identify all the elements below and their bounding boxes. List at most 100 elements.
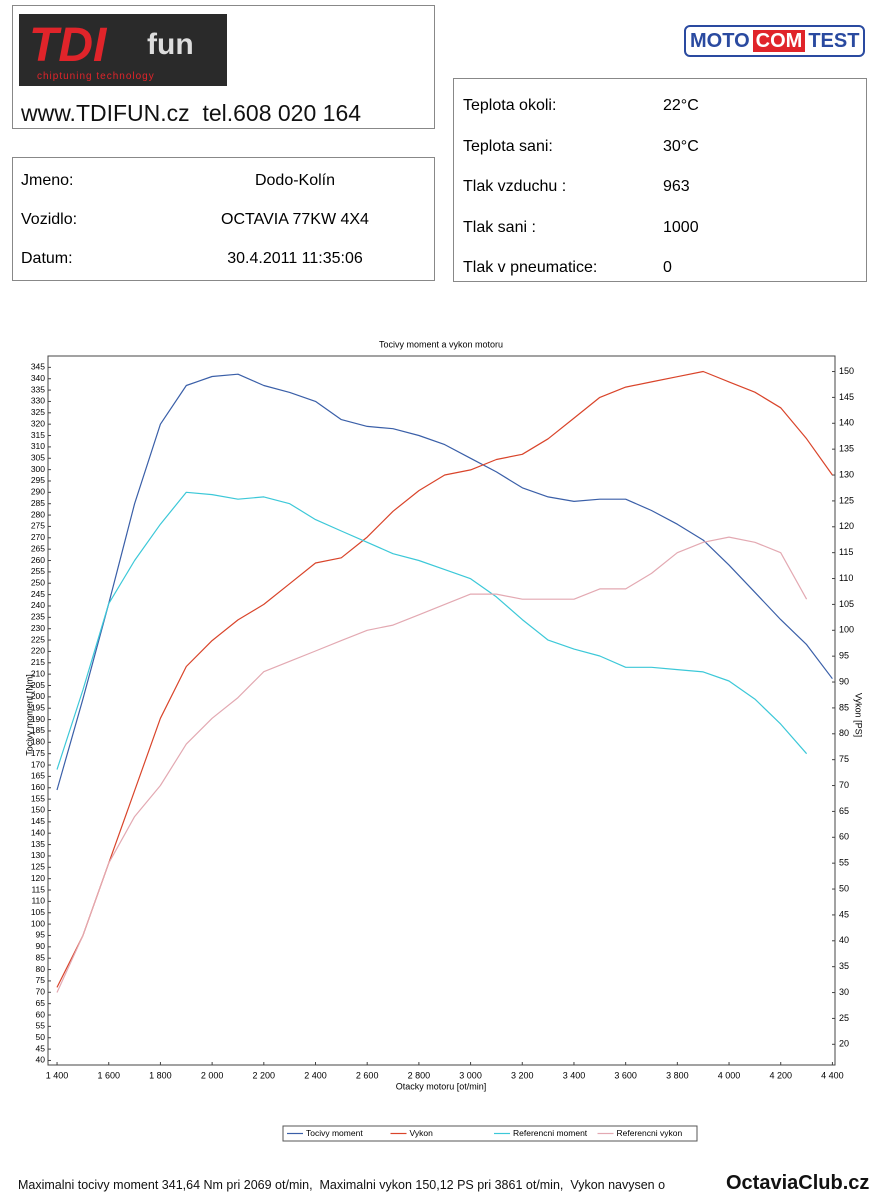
x-tick-label: 4 000 — [718, 1070, 741, 1080]
field-value: 0 — [663, 259, 672, 276]
y-tick-label: 260 — [31, 555, 45, 565]
y-tick-label: 105 — [31, 907, 45, 917]
y2-tick-label: 90 — [839, 676, 849, 686]
y-tick-label: 190 — [31, 714, 45, 724]
series-line — [56, 491, 808, 770]
field-label: Tlak vzduchu : — [463, 178, 567, 195]
y-tick-label: 100 — [31, 918, 45, 928]
website: www.TDIFUN.cz tel.608 020 164 — [21, 100, 362, 126]
field-value: 30°C — [663, 137, 699, 155]
y-tick-label: 155 — [31, 793, 45, 803]
plot-frame — [47, 355, 836, 1066]
y2-tick-label: 70 — [839, 780, 849, 790]
y-tick-label: 255 — [31, 566, 45, 576]
logo-suffix: fun — [147, 28, 194, 61]
y2-tick-label: 130 — [839, 469, 854, 479]
y-axis-label: Tocivy moment [Nm] — [24, 674, 34, 756]
y-tick-label: 280 — [31, 509, 45, 519]
legend-label: Tocivy moment — [306, 1128, 363, 1138]
legend-label: Referencni vykon — [617, 1128, 683, 1138]
y-tick-label: 90 — [36, 941, 46, 951]
x-tick-label: 1 600 — [97, 1070, 120, 1080]
y-tick-label: 340 — [31, 373, 45, 383]
x-tick-label: 3 400 — [563, 1070, 586, 1080]
field-value: Dodo-Kolín — [254, 172, 336, 189]
y-tick-label: 80 — [36, 964, 46, 974]
field-value: 1000 — [663, 218, 699, 236]
y-tick-label: 345 — [31, 362, 45, 372]
field-value: 22°C — [663, 97, 699, 114]
y2-tick-label: 140 — [839, 418, 854, 428]
y2-tick-label: 145 — [839, 392, 854, 402]
y-tick-label: 295 — [31, 475, 45, 485]
partner-logo-part: TEST — [808, 30, 860, 52]
y2-tick-label: 60 — [839, 832, 849, 842]
y-tick-label: 300 — [31, 464, 45, 474]
y-tick-label: 85 — [36, 952, 46, 962]
y2-tick-label: 120 — [839, 521, 854, 531]
y-tick-label: 135 — [31, 839, 45, 849]
y2-tick-label: 45 — [839, 909, 849, 919]
y2-tick-label: 35 — [839, 961, 849, 971]
y-tick-label: 315 — [31, 430, 45, 440]
partner-logo: MOTO COM TEST — [684, 25, 866, 57]
y-tick-label: 225 — [31, 634, 45, 644]
y-tick-label: 130 — [31, 850, 45, 860]
x-tick-label: 2 800 — [408, 1070, 431, 1080]
y2-tick-label: 135 — [839, 444, 854, 454]
y2-tick-label: 95 — [839, 651, 849, 661]
y2-tick-label: 25 — [839, 1013, 849, 1023]
y-tick-label: 205 — [31, 680, 45, 690]
x-tick-label: 3 600 — [614, 1070, 637, 1080]
y-tick-label: 75 — [36, 975, 46, 985]
y-tick-label: 160 — [31, 782, 45, 792]
y-tick-label: 40 — [36, 1055, 46, 1065]
y-tick-label: 125 — [31, 862, 45, 872]
x-tick-label: 3 800 — [666, 1070, 689, 1080]
y2-tick-label: 55 — [839, 858, 849, 868]
x-tick-label: 4 400 — [821, 1070, 844, 1080]
y-tick-label: 330 — [31, 396, 45, 406]
y2-tick-label: 85 — [839, 702, 849, 712]
y-tick-label: 250 — [31, 577, 45, 587]
x-tick-label: 2 000 — [201, 1070, 224, 1080]
y2-tick-label: 115 — [839, 547, 853, 557]
y-tick-label: 265 — [31, 543, 45, 553]
logo-tagline: chiptuning technology — [37, 71, 155, 82]
y-tick-label: 60 — [36, 1009, 46, 1019]
field-label: Teplota okoli: — [463, 97, 557, 114]
y2-tick-label: 65 — [839, 806, 849, 816]
y-tick-label: 210 — [31, 668, 45, 678]
field-label: Vozidlo: — [21, 211, 78, 228]
y-tick-label: 215 — [31, 657, 45, 667]
field-label: Tlak v pneumatice: — [463, 259, 598, 276]
partner-logo-part: COM — [752, 30, 806, 52]
x-tick-label: 4 200 — [769, 1070, 792, 1080]
y-tick-label: 240 — [31, 600, 45, 610]
y2-tick-label: 105 — [839, 599, 854, 609]
y2-tick-label: 100 — [839, 625, 854, 635]
y-tick-label: 275 — [31, 521, 45, 531]
x-tick-label: 3 200 — [511, 1070, 534, 1080]
y-tick-label: 65 — [36, 998, 46, 1008]
y2-tick-label: 80 — [839, 728, 849, 738]
y-tick-label: 140 — [31, 827, 45, 837]
field-value: 963 — [663, 178, 690, 195]
header-box: TDI fun chiptuning technology www.TDIFUN… — [12, 5, 435, 129]
series-line — [56, 370, 833, 988]
y2-tick-label: 30 — [839, 987, 849, 997]
y-tick-label: 165 — [31, 771, 45, 781]
x-tick-label: 2 600 — [356, 1070, 379, 1080]
y2-tick-label: 75 — [839, 754, 849, 764]
series-line — [56, 373, 833, 791]
field-label: Datum: — [21, 250, 73, 267]
y-tick-label: 245 — [31, 589, 45, 599]
field-label: Jmeno: — [21, 172, 74, 189]
logo: TDI fun chiptuning technology — [19, 14, 227, 86]
y-tick-label: 95 — [36, 930, 46, 940]
y-tick-label: 230 — [31, 623, 45, 633]
y-tick-label: 55 — [36, 1021, 46, 1031]
y-tick-label: 290 — [31, 487, 45, 497]
y-tick-label: 195 — [31, 702, 45, 712]
